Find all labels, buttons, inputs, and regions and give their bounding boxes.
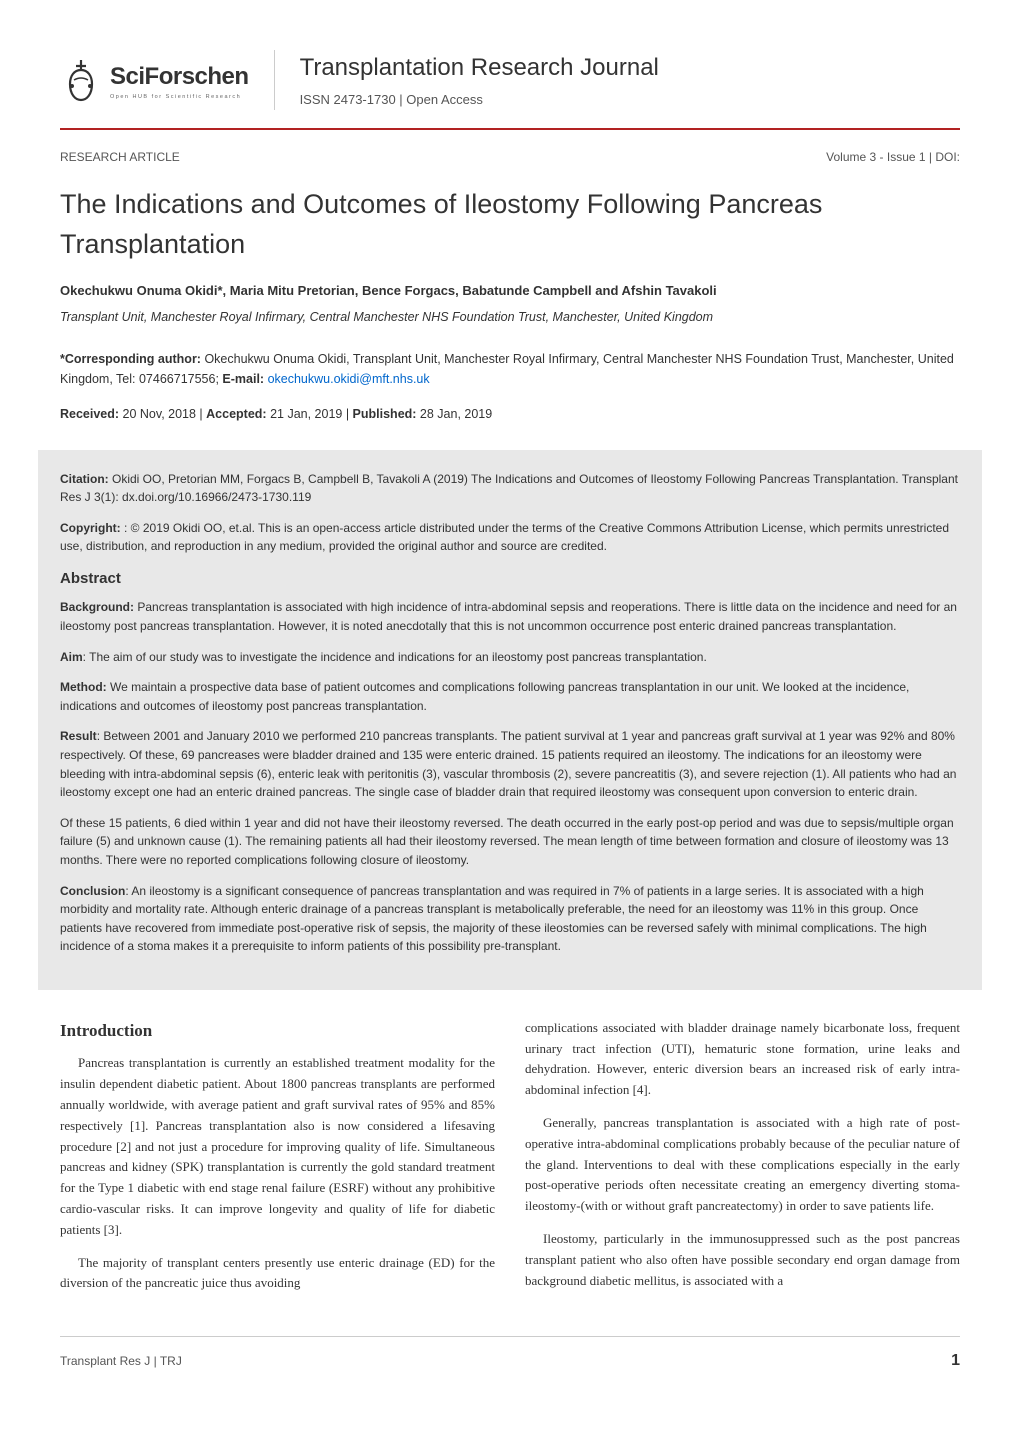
- published-label: Published:: [353, 407, 420, 421]
- journal-title: Transplantation Research Journal: [300, 50, 659, 86]
- abstract-aim: Aim: The aim of our study was to investi…: [60, 648, 960, 667]
- aim-label: Aim: [60, 650, 83, 664]
- copyright-line: Copyright: : © 2019 Okidi OO, et.al. Thi…: [60, 519, 960, 556]
- citation-line: Citation: Okidi OO, Pretorian MM, Forgac…: [60, 470, 960, 507]
- result-text-1: : Between 2001 and January 2010 we perfo…: [60, 729, 956, 799]
- header-rule: [60, 128, 960, 130]
- result-label: Result: [60, 729, 97, 743]
- publisher-logo: SciForschen Open HUB for Scientific Rese…: [60, 56, 249, 104]
- conclusion-text: : An ileostomy is a significant conseque…: [60, 884, 927, 954]
- body-p2: The majority of transplant centers prese…: [60, 1253, 495, 1295]
- corresponding-email[interactable]: okechukwu.okidi@mft.nhs.uk: [268, 372, 430, 386]
- article-type: RESEARCH ARTICLE: [60, 148, 180, 166]
- page-number: 1: [951, 1349, 960, 1373]
- abstract-conclusion: Conclusion: An ileostomy is a significan…: [60, 882, 960, 956]
- logo-text-block: SciForschen Open HUB for Scientific Rese…: [110, 59, 249, 101]
- column-left: Introduction Pancreas transplantation is…: [60, 1018, 495, 1306]
- intro-heading: Introduction: [60, 1018, 495, 1044]
- author-list: Okechukwu Onuma Okidi*, Maria Mitu Preto…: [60, 281, 960, 301]
- abstract-result-2: Of these 15 patients, 6 died within 1 ye…: [60, 814, 960, 870]
- page-header: SciForschen Open HUB for Scientific Rese…: [60, 50, 960, 110]
- article-title: The Indications and Outcomes of Ileostom…: [60, 184, 960, 265]
- received-date: 20 Nov, 2018 |: [123, 407, 207, 421]
- abstract-heading: Abstract: [60, 568, 960, 591]
- background-label: Background:: [60, 600, 137, 614]
- logo-prefix: Sci: [110, 63, 145, 90]
- volume-issue: Volume 3 - Issue 1 | DOI:: [826, 148, 960, 166]
- body-p3: complications associated with bladder dr…: [525, 1018, 960, 1101]
- conclusion-label: Conclusion: [60, 884, 125, 898]
- copyright-text: : © 2019 Okidi OO, et.al. This is an ope…: [60, 521, 949, 554]
- citation-text: Okidi OO, Pretorian MM, Forgacs B, Campb…: [60, 472, 958, 505]
- body-p1: Pancreas transplantation is currently an…: [60, 1053, 495, 1240]
- abstract-box: Citation: Okidi OO, Pretorian MM, Forgac…: [38, 450, 982, 990]
- published-date: 28 Jan, 2019: [420, 407, 492, 421]
- email-label: E-mail:: [222, 372, 267, 386]
- aim-text: : The aim of our study was to investigat…: [83, 650, 707, 664]
- accepted-label: Accepted:: [206, 407, 270, 421]
- abstract-background: Background: Pancreas transplantation is …: [60, 598, 960, 635]
- page-footer: Transplant Res J | TRJ 1: [60, 1337, 960, 1373]
- background-text: Pancreas transplantation is associated w…: [60, 600, 957, 633]
- logo-icon: [60, 56, 102, 104]
- body-p4: Generally, pancreas transplantation is a…: [525, 1113, 960, 1217]
- received-label: Received:: [60, 407, 123, 421]
- journal-issn: ISSN 2473-1730 | Open Access: [300, 90, 659, 110]
- copyright-label: Copyright:: [60, 521, 124, 535]
- citation-label: Citation:: [60, 472, 112, 486]
- column-right: complications associated with bladder dr…: [525, 1018, 960, 1306]
- corresponding-label: *Corresponding author:: [60, 352, 204, 366]
- affiliation: Transplant Unit, Manchester Royal Infirm…: [60, 308, 960, 327]
- footer-journal-abbrev: Transplant Res J | TRJ: [60, 1352, 182, 1370]
- logo-bold: Forschen: [145, 63, 249, 90]
- method-label: Method:: [60, 680, 110, 694]
- accepted-date: 21 Jan, 2019 |: [270, 407, 352, 421]
- article-meta-row: RESEARCH ARTICLE Volume 3 - Issue 1 | DO…: [60, 148, 960, 166]
- publication-dates: Received: 20 Nov, 2018 | Accepted: 21 Ja…: [60, 405, 960, 424]
- journal-block: Transplantation Research Journal ISSN 24…: [274, 50, 659, 110]
- method-text: We maintain a prospective data base of p…: [60, 680, 909, 713]
- abstract-result-1: Result: Between 2001 and January 2010 we…: [60, 727, 960, 801]
- body-p5: Ileostomy, particularly in the immunosup…: [525, 1229, 960, 1291]
- abstract-method: Method: We maintain a prospective data b…: [60, 678, 960, 715]
- logo-brand: SciForschen: [110, 59, 249, 95]
- corresponding-author: *Corresponding author: Okechukwu Onuma O…: [60, 349, 960, 389]
- body-columns: Introduction Pancreas transplantation is…: [60, 1018, 960, 1306]
- logo-tagline: Open HUB for Scientific Research: [110, 93, 249, 101]
